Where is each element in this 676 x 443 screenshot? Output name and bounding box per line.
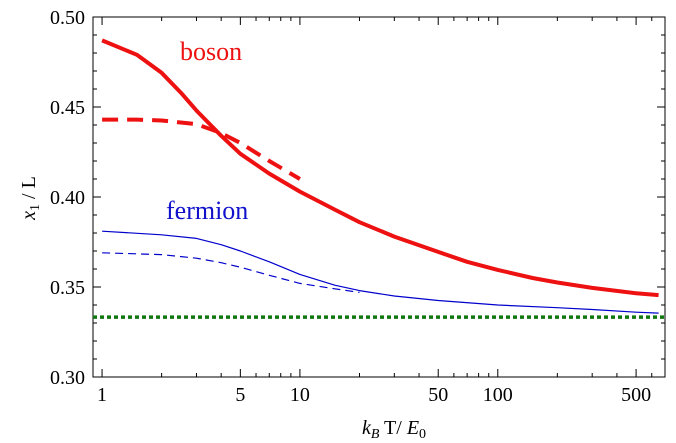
x-tick-label: 100 <box>483 384 513 406</box>
series-line-1 <box>102 117 301 181</box>
x-axis-title: kB T/ E0 <box>362 417 426 442</box>
x-tick-label: 10 <box>290 384 310 406</box>
y-tick-label: 0.50 <box>50 7 85 29</box>
x-tick-label: 1 <box>97 384 107 406</box>
tick-labels: 1 5 10 50 100 500 0.30 0.35 0.40 0.45 0.50 <box>50 7 651 406</box>
series-line-0 <box>101 38 659 298</box>
y-tick-label: 0.40 <box>50 187 85 209</box>
x-tick-label: 5 <box>235 384 245 406</box>
annotation-boson: boson <box>180 37 242 66</box>
y-tick-label: 0.45 <box>50 97 85 119</box>
series-lines <box>93 38 665 319</box>
x-tick-label: 500 <box>621 384 651 406</box>
annotation-fermion: fermion <box>166 196 248 225</box>
series-line-2 <box>102 230 659 314</box>
series-line-3 <box>102 252 360 293</box>
ticks <box>93 16 666 378</box>
y-axis-title: x1 / L <box>18 176 43 221</box>
x-tick-label: 50 <box>428 384 448 406</box>
y-tick-label: 0.35 <box>50 277 85 299</box>
y-tick-label: 0.30 <box>50 367 85 389</box>
